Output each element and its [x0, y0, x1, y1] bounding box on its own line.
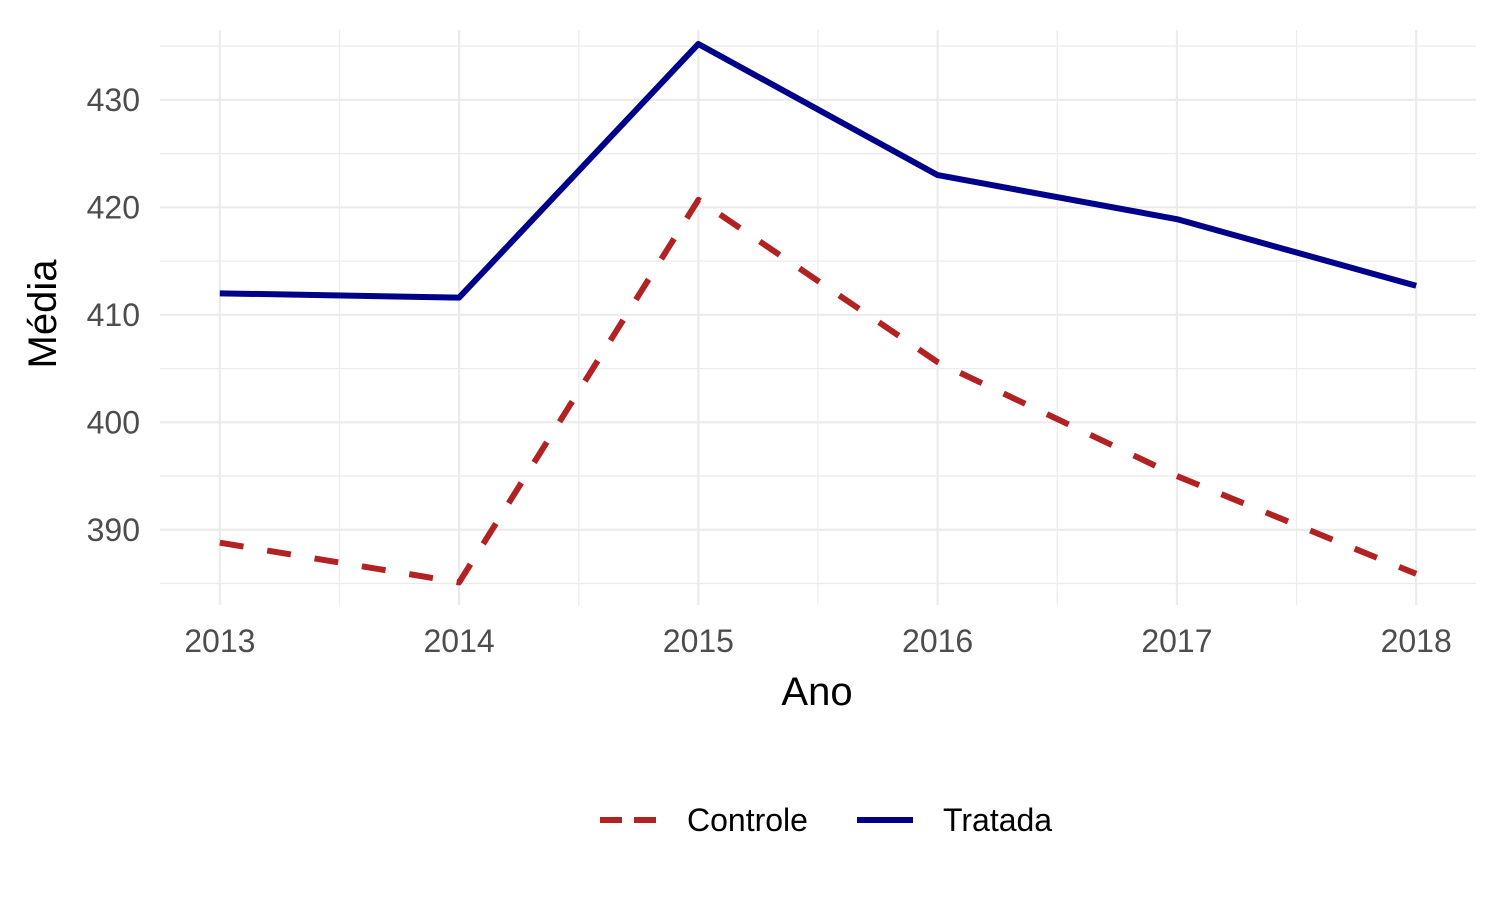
y-axis-title: Média	[21, 259, 65, 369]
x-tick-label: 2016	[902, 623, 973, 659]
x-axis-ticks: 2013 2014 2015 2016 2017 2018	[184, 623, 1452, 659]
grid	[160, 30, 1476, 605]
x-tick-label: 2018	[1381, 623, 1452, 659]
y-tick-label: 390	[87, 512, 140, 548]
series-lines	[219, 40, 1418, 586]
legend-label-controle: Controle	[687, 802, 808, 838]
x-tick-label: 2015	[663, 623, 734, 659]
y-tick-label: 410	[87, 297, 140, 333]
y-axis-ticks: 390 400 410 420 430	[87, 82, 140, 548]
x-axis-title: Ano	[781, 670, 852, 714]
legend: Controle Tratada	[600, 802, 1052, 838]
y-tick-label: 430	[87, 82, 140, 118]
x-tick-label: 2013	[184, 623, 255, 659]
series-line-controle	[219, 196, 1418, 586]
legend-label-tratada: Tratada	[943, 802, 1052, 838]
y-tick-label: 420	[87, 189, 140, 225]
series-line-tratada	[219, 40, 1417, 301]
x-tick-label: 2014	[423, 623, 494, 659]
y-tick-label: 400	[87, 404, 140, 440]
x-tick-label: 2017	[1141, 623, 1212, 659]
